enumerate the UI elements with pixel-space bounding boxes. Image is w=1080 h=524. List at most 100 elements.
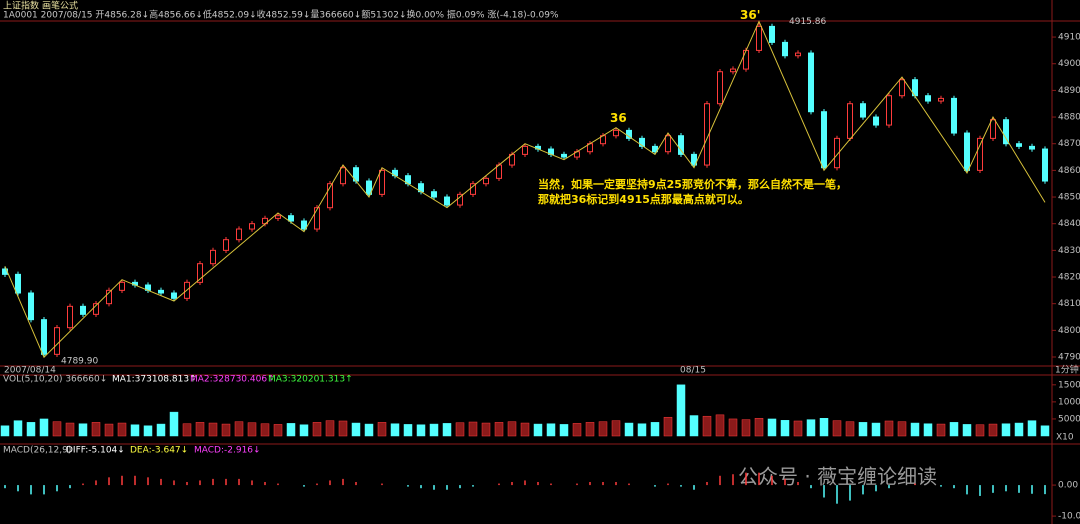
candle-body (522, 145, 528, 155)
volume-bar (91, 422, 101, 437)
candle-body (782, 41, 788, 57)
volume-bar (429, 423, 439, 437)
volume-title: VOL(5,10,20) 366660↓ (3, 375, 107, 385)
candle-body (15, 273, 21, 294)
volume-bar (910, 422, 920, 437)
candle-body (704, 103, 710, 166)
y-tick-label: 4820 (1058, 273, 1080, 283)
annotation: 36' (740, 8, 760, 22)
volume-bar (546, 423, 556, 437)
candle-body (808, 52, 814, 113)
volume-bar (1014, 422, 1024, 437)
volume-bar (325, 420, 335, 437)
date-label: 08/15 (680, 366, 706, 376)
candle-body (340, 167, 346, 185)
candle-body (314, 207, 320, 230)
macd-title: MACD(26,12,9) (3, 446, 71, 456)
volume-bar (26, 422, 36, 437)
volume-bar (520, 422, 530, 437)
volume-bar (637, 423, 647, 437)
period-label: 1分钟 (1055, 364, 1079, 376)
volume-bar (624, 422, 634, 437)
candle-body (756, 25, 762, 51)
volume-bar (897, 421, 907, 437)
volume-bar (130, 424, 140, 437)
volume-bar (156, 423, 166, 437)
volume-bar (689, 415, 699, 437)
volume-bar (494, 422, 504, 437)
y-tick-label: 4810 (1058, 299, 1080, 309)
volume-bar (208, 422, 218, 437)
volume-bar (819, 418, 829, 437)
quote: 1A0001 2007/08/15 开4856.28↓高4856.66↓低485… (3, 9, 559, 21)
volume-bar (234, 421, 244, 437)
candle-body (990, 119, 996, 139)
volume-bar (767, 418, 777, 437)
volume-bar (962, 424, 972, 437)
macd-label: MACD:-2.916↓ (194, 446, 261, 456)
candle-body (80, 305, 86, 315)
y-tick-label: 4800 (1058, 326, 1080, 336)
volume-bar (13, 420, 23, 437)
annotation: 4915.86 (789, 17, 826, 27)
candle-body (106, 289, 112, 305)
candle-body (119, 281, 125, 291)
volume-bar (572, 423, 582, 437)
volume-bar (455, 422, 465, 437)
candle-body (444, 196, 450, 206)
volume-bar (715, 414, 725, 437)
volume-bar (143, 425, 153, 437)
volume-bar (728, 418, 738, 437)
annotation: 36 (610, 111, 627, 125)
candle-body (730, 68, 736, 73)
volume-bar (559, 424, 569, 437)
volume-bar (39, 418, 49, 437)
volume-bar (936, 423, 946, 437)
macd-label: DIFF:-5.104↓ (66, 446, 125, 456)
volume-bar (858, 422, 868, 437)
note: 当然，如果一定要坚持9点25那竞价不算，那么自然不是一笔， (538, 177, 847, 191)
candle-body (639, 137, 645, 147)
candle-body (951, 97, 957, 134)
candle-body (873, 116, 879, 126)
candle-body (925, 95, 931, 102)
y-tick-label: 100000 (1058, 397, 1080, 407)
macd-label: DEA:-3.647↓ (130, 446, 188, 456)
volume-bar (416, 424, 426, 437)
candle-body (54, 327, 60, 355)
volume-bar (949, 422, 959, 437)
candle-body (561, 153, 567, 158)
volume-unit: X10 (1056, 433, 1074, 443)
y-tick-label: 4870 (1058, 139, 1080, 149)
candle-body (847, 103, 853, 139)
candle-body (938, 97, 944, 102)
candle-body (379, 169, 385, 195)
note: 那就把36标记到4915点那最高点就可以。 (538, 192, 749, 206)
candle-body (197, 263, 203, 283)
formula-name: 画笔公式 (42, 0, 78, 12)
volume-bar (286, 423, 296, 437)
candle-body (28, 292, 34, 321)
y-tick-label: 4900 (1058, 59, 1080, 69)
volume-bar (195, 422, 205, 437)
volume-bar (845, 421, 855, 437)
volume-bar (884, 420, 894, 437)
y-tick-label: 50000 (1058, 414, 1080, 424)
candle-body (665, 135, 671, 153)
volume-bar (182, 423, 192, 437)
y-tick-label: 4910 (1058, 33, 1080, 43)
candle-body (210, 249, 216, 265)
candle-body (431, 191, 437, 198)
candle-body (769, 25, 775, 43)
volume-bar (1040, 425, 1050, 437)
y-tick-label: 4850 (1058, 193, 1080, 203)
ma-label: MA1:373108.813↑ (112, 375, 197, 385)
volume-bar (65, 422, 75, 437)
volume-bar (221, 423, 231, 437)
candle-body (41, 319, 47, 355)
volume-bar (299, 424, 309, 437)
volume-bar (923, 423, 933, 437)
y-tick-label: 4790 (1058, 353, 1080, 363)
date-label: 2007/08/14 (4, 366, 56, 376)
candle-body (223, 239, 229, 251)
